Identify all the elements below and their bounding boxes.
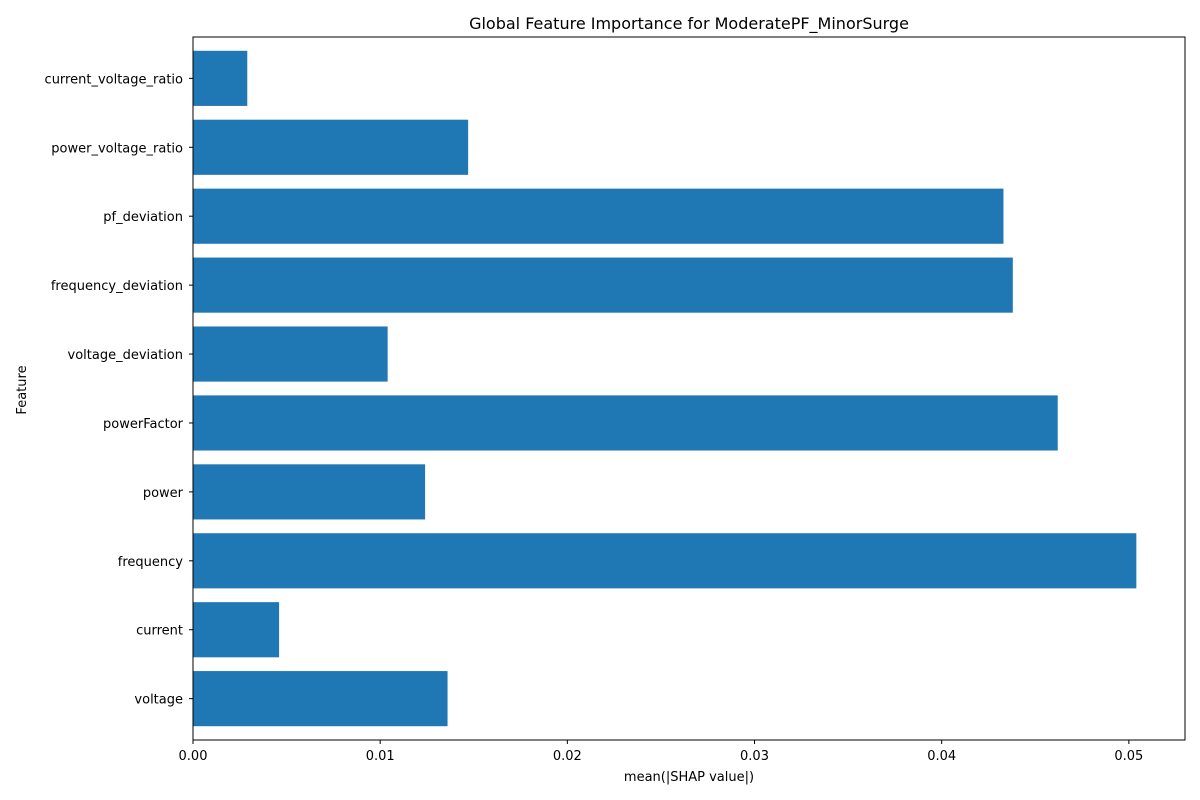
bar-voltage	[193, 671, 448, 727]
bar-pf_deviation	[193, 188, 1004, 244]
y-tick-label: power	[143, 486, 184, 501]
y-tick-label: frequency_deviation	[51, 279, 183, 294]
x-axis-ticks: 0.00 0.01 0.02 0.03 0.04 0.05	[179, 740, 1143, 764]
bar-frequency_deviation	[193, 257, 1013, 313]
y-tick-label: pf_deviation	[103, 210, 183, 225]
x-axis-label: mean(|SHAP value|)	[624, 770, 754, 785]
y-tick-label: voltage	[134, 693, 183, 708]
x-tick-label: 0.05	[1114, 749, 1143, 764]
x-tick-label: 0.01	[366, 749, 395, 764]
y-tick-label: powerFactor	[103, 417, 184, 432]
plot-frame	[192, 36, 1186, 741]
y-tick-label: voltage_deviation	[68, 348, 184, 363]
x-tick-label: 0.03	[740, 749, 769, 764]
bar-voltage_deviation	[193, 326, 388, 382]
chart-title: Global Feature Importance for ModeratePF…	[469, 14, 909, 34]
y-tick-label: current	[136, 624, 183, 639]
x-tick-label: 0.00	[179, 749, 208, 764]
bar-current	[193, 602, 280, 658]
bar-frequency	[193, 533, 1137, 589]
x-tick-label: 0.04	[927, 749, 956, 764]
bars-group	[193, 50, 1137, 727]
y-axis-label: Feature	[15, 365, 30, 414]
bar-power	[193, 464, 426, 520]
bar-powerFactor	[193, 395, 1058, 451]
y-tick-label: power_voltage_ratio	[51, 141, 183, 156]
y-tick-label: current_voltage_ratio	[45, 72, 183, 87]
x-tick-label: 0.02	[553, 749, 582, 764]
bar-current_voltage_ratio	[193, 50, 248, 106]
y-tick-label: frequency	[118, 555, 184, 570]
y-axis-ticks: voltage current frequency power powerFactor v…	[45, 72, 193, 708]
bar-power_voltage_ratio	[193, 119, 469, 175]
